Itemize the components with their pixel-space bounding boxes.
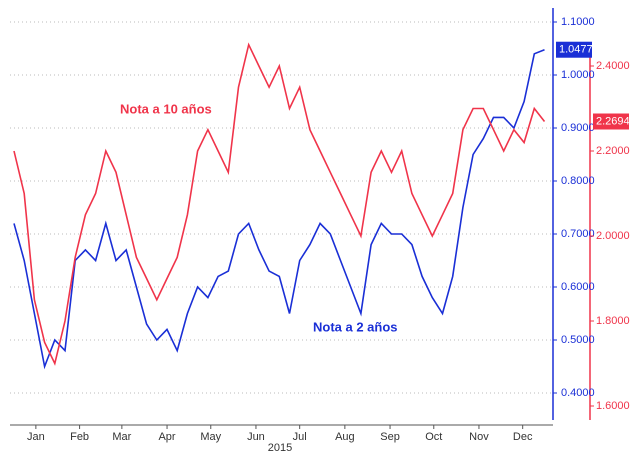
series-annotation: Nota a 10 años — [120, 101, 212, 116]
series-line — [13, 42, 546, 366]
y-tick-label: 0.8000 — [561, 175, 595, 187]
last-value-label: 2.2694 — [596, 115, 630, 127]
y-tick-label: 0.6000 — [561, 281, 595, 293]
x-tick-label: Apr — [158, 431, 175, 443]
y-tick-label: 0.4000 — [561, 387, 595, 399]
y2-tick-label: 2.0000 — [596, 230, 630, 242]
last-value-box — [556, 41, 592, 58]
y2-tick-label: 2.4000 — [596, 60, 630, 72]
x-tick-label: Feb — [70, 431, 89, 443]
y-tick-label: 1.1000 — [561, 16, 595, 28]
y-tick-label: 0.5000 — [561, 334, 595, 346]
y-tick-label: 0.7000 — [561, 228, 595, 240]
y2-tick-label: 1.8000 — [596, 315, 630, 327]
x-tick-label: Oct — [425, 431, 442, 443]
x-tick-label: Mar — [112, 431, 131, 443]
x-tick-label: May — [200, 431, 221, 443]
x-axis-label: 2015 — [268, 442, 292, 454]
x-tick-label: Dec — [513, 431, 533, 443]
x-tick-label: Jun — [247, 431, 265, 443]
y-tick-label: 1.0000 — [561, 69, 595, 81]
last-value-label: 1.0477 — [559, 44, 593, 56]
y-tick-label: 0.9000 — [561, 122, 595, 134]
last-value-box — [593, 113, 629, 130]
x-tick-label: Aug — [335, 431, 355, 443]
x-tick-label: Nov — [469, 431, 489, 443]
series-annotation: Nota a 2 años — [313, 319, 398, 334]
y2-tick-label: 2.2000 — [596, 145, 630, 157]
x-tick-label: Jul — [293, 431, 307, 443]
series-line — [13, 48, 545, 370]
y2-tick-label: 1.6000 — [596, 400, 630, 412]
x-tick-label: Jan — [27, 431, 45, 443]
x-tick-label: Sep — [380, 431, 400, 443]
